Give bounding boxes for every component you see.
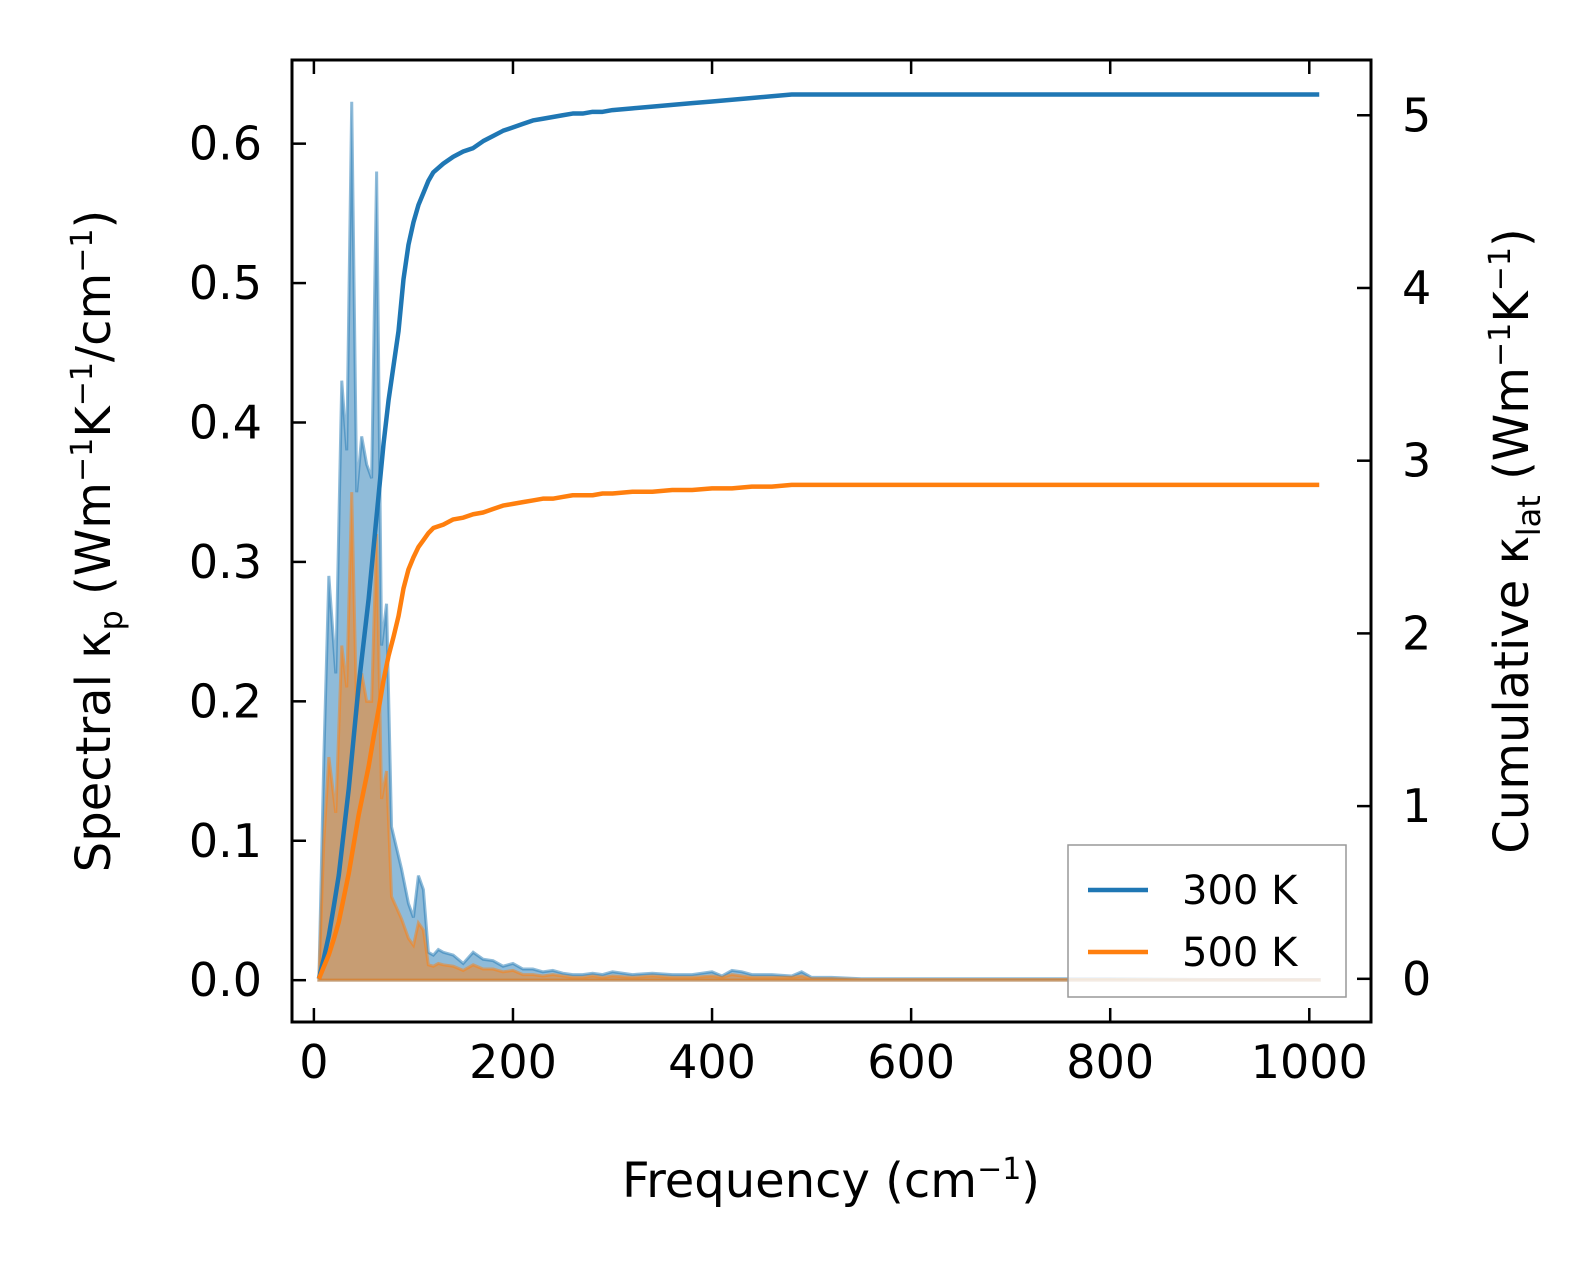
x-axis-label: Frequency (cm−1) <box>622 1152 1040 1209</box>
x-tick-label: 1000 <box>1251 1035 1368 1089</box>
x-tick-label: 0 <box>299 1035 328 1089</box>
spectral-areas <box>317 101 1321 982</box>
legend: 300 K 500 K <box>1067 844 1347 998</box>
left-y-tick-label: 0.2 <box>189 674 262 728</box>
left-y-axis-label: Spectral κp (Wm−1K−1/cm−1) <box>65 210 130 872</box>
x-tick-label: 400 <box>668 1035 756 1089</box>
x-tick-label: 600 <box>867 1035 955 1089</box>
right-y-tick-label: 3 <box>1402 434 1431 488</box>
right-y-tick-label: 1 <box>1402 779 1431 833</box>
cumulative-lines <box>316 92 1320 980</box>
cumulative-line-500k <box>316 482 1320 980</box>
right-y-axis-label: Cumulative κlat (Wm−1K−1) <box>1483 228 1548 853</box>
right-y-tick-label: 0 <box>1402 952 1431 1006</box>
cumulative-line-300k <box>316 92 1320 980</box>
legend-label-500k: 500 K <box>1182 930 1299 976</box>
x-tick-label: 200 <box>469 1035 557 1089</box>
left-y-tick-label: 0.4 <box>189 395 262 449</box>
spectral-area-500k <box>317 492 1321 982</box>
right-y-tick-label: 4 <box>1402 261 1431 315</box>
left-y-tick-label: 0.6 <box>189 117 262 171</box>
left-y-tick-label: 0.3 <box>189 535 262 589</box>
left-y-tick-label: 0.0 <box>189 953 262 1007</box>
right-y-tick-label: 2 <box>1402 606 1431 660</box>
legend-label-300k: 300 K <box>1182 868 1299 914</box>
legend-box <box>1067 844 1347 998</box>
axis-ticks: 0 200 400 600 800 1000 0.0 0.1 0.2 0.3 0.4 0.5 0.6 0 1… <box>189 60 1431 1089</box>
x-tick-label: 800 <box>1066 1035 1154 1089</box>
left-y-tick-label: 0.5 <box>189 256 262 310</box>
plot-frame <box>290 58 1373 1024</box>
left-y-tick-label: 0.1 <box>189 814 262 868</box>
right-y-tick-label: 5 <box>1402 88 1431 142</box>
